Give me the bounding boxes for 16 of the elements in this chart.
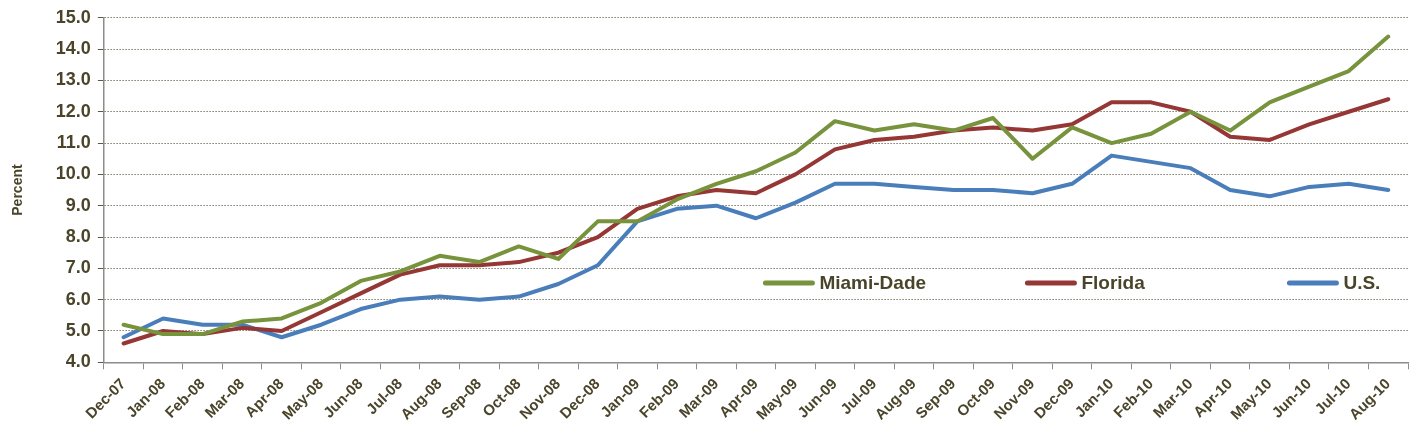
y-axis-title: Percent bbox=[9, 164, 26, 216]
y-tick-label: 11.0 bbox=[56, 132, 91, 153]
legend-label: Miami-Dade bbox=[819, 272, 927, 294]
y-tick-label: 6.0 bbox=[65, 288, 91, 309]
y-tick-label: 10.0 bbox=[55, 163, 91, 184]
y-tick-label: 8.0 bbox=[65, 226, 91, 246]
y-tick-label: 7.0 bbox=[65, 257, 91, 278]
y-tick-label: 13.0 bbox=[55, 69, 91, 90]
y-tick-label: 14.0 bbox=[55, 38, 91, 59]
y-tick-label: 12.0 bbox=[55, 100, 91, 121]
y-tick-label: 5.0 bbox=[65, 319, 91, 340]
y-tick-label: 9.0 bbox=[65, 194, 91, 215]
y-tick-label: 4.0 bbox=[65, 351, 91, 372]
legend-label: Florida bbox=[1081, 272, 1146, 294]
legend-label: U.S. bbox=[1343, 272, 1381, 294]
y-tick-label: 15.0 bbox=[55, 6, 91, 27]
